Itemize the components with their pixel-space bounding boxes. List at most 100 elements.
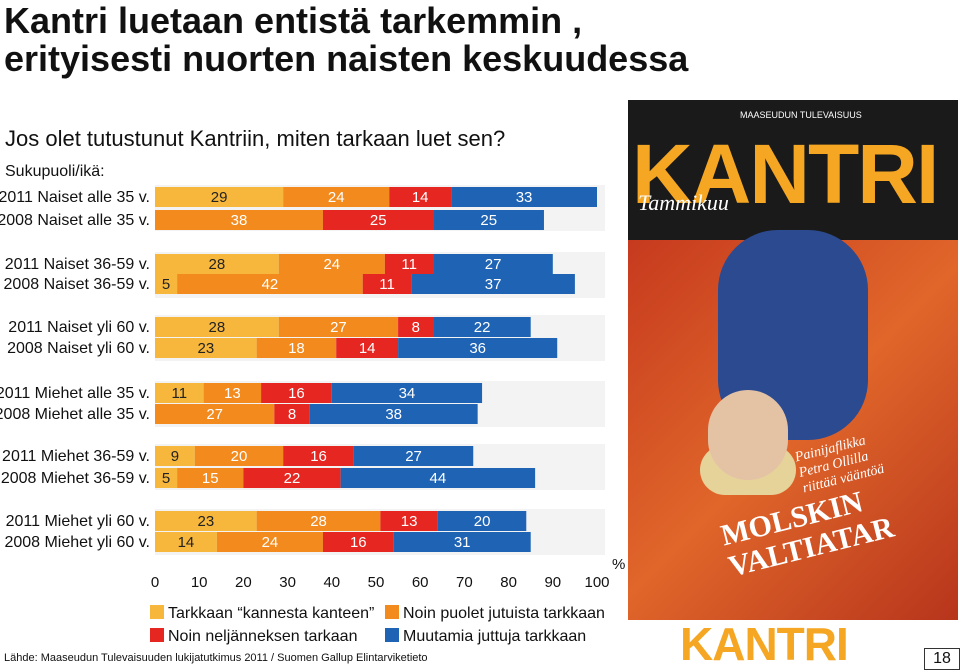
bar-segment <box>177 468 244 488</box>
category-label: 2008 Miehet yli 60 v. <box>4 534 150 551</box>
x-tick-label: 90 <box>544 574 561 591</box>
bar-segment <box>155 468 178 488</box>
bar-value-label: 11 <box>172 385 188 402</box>
bar-segment <box>398 317 434 337</box>
bar-value-label: 24 <box>262 534 279 551</box>
bar-segment <box>155 404 275 424</box>
bar-segment <box>336 338 399 358</box>
x-tick-label: 0 <box>151 574 159 591</box>
bar-value-label: 27 <box>405 448 422 465</box>
bar-value-label: 16 <box>350 534 367 551</box>
bar-value-label: 16 <box>310 448 327 465</box>
x-tick-label: 80 <box>500 574 517 591</box>
bar-value-label: 27 <box>330 319 347 336</box>
cover-brand: KANTRI <box>632 127 939 221</box>
x-tick-label: 10 <box>191 574 208 591</box>
bar-value-label: 24 <box>328 189 345 206</box>
bar-value-label: 20 <box>231 448 248 465</box>
percent-unit-label: % <box>612 556 626 573</box>
bar-value-label: 20 <box>474 513 491 530</box>
bar-value-label: 22 <box>284 470 301 487</box>
bar-segment <box>155 446 195 466</box>
bar-segment <box>411 274 575 294</box>
source-note: Lähde: Maaseudun Tulevaisuuden lukijatut… <box>4 652 428 664</box>
bar-segment <box>393 532 531 552</box>
legend-label: Noin puolet jutuista tarkkaan <box>403 605 605 622</box>
category-label: 2011 Miehet yli 60 v. <box>6 513 150 530</box>
cover-magazine-name: MAASEUDUN TULEVAISUUS <box>740 110 862 120</box>
bar-segment <box>451 187 597 207</box>
bar-segment <box>155 210 323 230</box>
bar-segment <box>155 317 279 337</box>
athlete-face <box>708 390 788 480</box>
kantri-logo: KANTRI <box>680 618 849 670</box>
category-label: 2011 Naiset yli 60 v. <box>8 319 150 336</box>
bar-segment <box>155 187 284 207</box>
bar-segment <box>433 210 544 230</box>
x-tick-label: 30 <box>279 574 296 591</box>
category-label: 2011 Naiset 36-59 v. <box>5 256 150 273</box>
legend-swatch <box>385 628 399 642</box>
bar-value-label: 38 <box>385 406 402 423</box>
category-label: 2008 Naiset yli 60 v. <box>7 340 150 357</box>
bar-value-label: 11 <box>401 256 417 273</box>
x-tick-label: 20 <box>235 574 252 591</box>
title-line-1: Kantri luetaan entistä tarkemmin , <box>4 0 583 41</box>
bar-value-label: 23 <box>197 513 214 530</box>
legend-label: Noin neljänneksen tarkaan <box>168 628 358 645</box>
legend-swatch <box>385 605 399 619</box>
bar-value-label: 14 <box>359 340 376 357</box>
bar-value-label: 28 <box>209 256 226 273</box>
survey-question: Jos olet tutustunut Kantriin, miten tark… <box>5 126 506 151</box>
legend-swatch <box>150 605 164 619</box>
bar-segment <box>283 446 354 466</box>
legend-swatch <box>150 628 164 642</box>
bar-segment <box>433 254 553 274</box>
legend-item-neljannes: Noin neljänneksen tarkaan <box>150 627 357 647</box>
category-label: 2011 Naiset alle 35 v. <box>0 189 150 206</box>
group-label: Sukupuoli/ikä: <box>5 163 105 180</box>
bar-segment <box>433 317 531 337</box>
bar-value-label: 29 <box>211 189 228 206</box>
bar-segment <box>177 274 363 294</box>
bar-value-label: 16 <box>288 385 305 402</box>
bar-value-label: 44 <box>430 470 447 487</box>
bar-segment <box>384 254 434 274</box>
page-number: 18 <box>924 648 960 670</box>
bar-segment <box>322 210 434 230</box>
bar-segment <box>278 317 399 337</box>
bar-value-label: 8 <box>412 319 420 336</box>
bar-segment <box>261 383 332 403</box>
bar-segment <box>203 383 262 403</box>
bar-value-label: 14 <box>178 534 195 551</box>
bar-segment <box>283 187 390 207</box>
bar-value-label: 25 <box>480 212 497 229</box>
x-tick-label: 50 <box>368 574 385 591</box>
bar-segment <box>331 383 483 403</box>
bar-value-label: 37 <box>485 276 502 293</box>
bar-value-label: 34 <box>399 385 416 402</box>
bar-value-label: 9 <box>171 448 179 465</box>
category-label: 2008 Naiset alle 35 v. <box>0 212 150 229</box>
bar-segment <box>216 532 323 552</box>
bar-value-label: 36 <box>469 340 486 357</box>
category-label: 2008 Naiset 36-59 v. <box>4 276 150 293</box>
bar-value-label: 13 <box>401 513 418 530</box>
bar-segment <box>274 404 310 424</box>
bar-segment <box>243 468 341 488</box>
category-label: 2008 Miehet 36-59 v. <box>1 470 150 487</box>
bar-segment <box>380 511 438 531</box>
bar-value-label: 28 <box>209 319 226 336</box>
bar-value-label: 42 <box>262 276 279 293</box>
bar-value-label: 11 <box>379 276 395 293</box>
x-tick-label: 40 <box>323 574 340 591</box>
bar-segment <box>155 532 217 552</box>
bar-segment <box>353 446 474 466</box>
bar-value-label: 23 <box>197 340 214 357</box>
bar-segment <box>155 274 178 294</box>
legend-label: Muutamia juttuja tarkkaan <box>403 628 587 645</box>
bar-value-label: 33 <box>516 189 533 206</box>
bar-segment <box>389 187 452 207</box>
bar-value-label: 24 <box>323 256 340 273</box>
x-tick-label: 70 <box>456 574 473 591</box>
